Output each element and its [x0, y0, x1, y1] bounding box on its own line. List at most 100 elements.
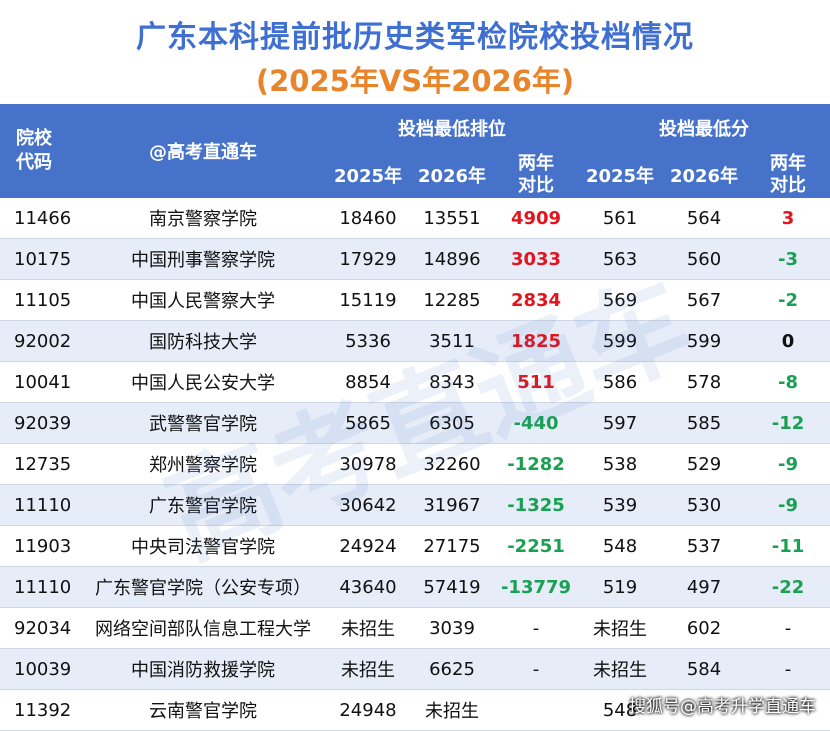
code-cell: 11110: [0, 484, 80, 526]
table-row: 92002 国防科技大学 5336 3511 1825 599 599 0: [0, 320, 830, 362]
table-row: 12735 郑州警察学院 30978 32260 -1282 538 529 -9: [0, 443, 830, 485]
rank-2026-cell: 31967: [410, 484, 494, 526]
score-2026-cell: 585: [662, 402, 746, 444]
table-row: 10039 中国消防救援学院 未招生 6625- 未招生 584-: [0, 648, 830, 690]
code-cell: 92034: [0, 607, 80, 649]
rank-diff-cell: [494, 689, 578, 731]
score-2026-cell: 578: [662, 361, 746, 403]
score-2025-cell: 未招生: [578, 607, 662, 649]
name-cell: 广东警官学院（公安专项）: [80, 566, 326, 608]
score-2025-cell: 597: [578, 402, 662, 444]
score-diff-cell: -2: [746, 279, 830, 321]
code-cell: 11466: [0, 198, 80, 239]
score-diff-cell: -: [746, 607, 830, 649]
rank-2025-cell: 5865: [326, 402, 410, 444]
rank-2026-cell: 8343: [410, 361, 494, 403]
footer-watermark: 搜狐号@高考升学直通车: [629, 697, 816, 717]
rank-2026-cell: 32260: [410, 443, 494, 485]
header-rank-2026: 2026年: [410, 152, 494, 198]
name-cell: 南京警察学院: [80, 198, 326, 239]
name-cell: 中国消防救援学院: [80, 648, 326, 690]
score-2025-cell: 519: [578, 566, 662, 608]
score-2025-cell: 未招生: [578, 648, 662, 690]
score-2026-cell: 560: [662, 238, 746, 280]
rank-diff-cell: 1825: [494, 320, 578, 362]
code-cell: 92002: [0, 320, 80, 362]
table-row: 11110 广东警官学院（公安专项） 43640 57419 -13779 519 497-…: [0, 566, 830, 608]
rank-2025-cell: 24924: [326, 525, 410, 567]
rank-2026-cell: 57419: [410, 566, 494, 608]
score-2025-cell: 539: [578, 484, 662, 526]
table-row: 11110 广东警官学院 30642 31967 -1325 539 530 -9: [0, 484, 830, 526]
header-rank-group: 投档最低排位: [326, 104, 578, 152]
code-cell: 11903: [0, 525, 80, 567]
rank-diff-cell: 4909: [494, 198, 578, 239]
score-diff-cell: -: [746, 648, 830, 690]
score-diff-cell: -8: [746, 361, 830, 403]
rank-2025-cell: 8854: [326, 361, 410, 403]
header-score-2025: 2025年: [578, 152, 662, 198]
header-code: 院校 代码: [0, 104, 80, 198]
header-name: @高考直通车: [80, 104, 326, 198]
table-row: 11105 中国人民警察大学 15119 12285 2834 569 567 -2: [0, 279, 830, 321]
rank-diff-cell: -2251: [494, 525, 578, 567]
rank-diff-cell: 3033: [494, 238, 578, 280]
rank-2026-cell: 13551: [410, 198, 494, 239]
table-row: 10041 中国人民公安大学 8854 8343 511 586 578 -8: [0, 361, 830, 403]
rank-diff-cell: -440: [494, 402, 578, 444]
score-2026-cell: 599: [662, 320, 746, 362]
rank-2026-cell: 14896: [410, 238, 494, 280]
name-cell: 郑州警察学院: [80, 443, 326, 485]
score-diff-cell: 3: [746, 198, 830, 239]
name-cell: 网络空间部队信息工程大学: [80, 607, 326, 649]
score-diff-cell: -9: [746, 484, 830, 526]
header-rank-2025: 2025年: [326, 152, 410, 198]
header-rank-compare: 两年 对比: [494, 152, 578, 198]
rank-2025-cell: 未招生: [326, 607, 410, 649]
rank-2026-cell: 3039: [410, 607, 494, 649]
code-cell: 10041: [0, 361, 80, 403]
header-score-compare: 两年 对比: [746, 152, 830, 198]
name-cell: 中央司法警官学院: [80, 525, 326, 567]
score-2025-cell: 599: [578, 320, 662, 362]
score-2025-cell: 563: [578, 238, 662, 280]
name-cell: 武警警官学院: [80, 402, 326, 444]
table-body: 11466 南京警察学院 18460 13551 4909 561 564 3 10175 中国刑…: [0, 198, 830, 731]
rank-2026-cell: 3511: [410, 320, 494, 362]
code-cell: 92039: [0, 402, 80, 444]
rank-2026-cell: 6305: [410, 402, 494, 444]
page-subtitle: (2025年VS年2026年): [255, 64, 575, 98]
header-score-2026: 2026年: [662, 152, 746, 198]
score-diff-cell: -3: [746, 238, 830, 280]
table-row: 10175 中国刑事警察学院 17929 14896 3033 563 560 -3: [0, 238, 830, 280]
rank-diff-cell: -1325: [494, 484, 578, 526]
name-cell: 国防科技大学: [80, 320, 326, 362]
score-2026-cell: 584: [662, 648, 746, 690]
admission-table: 院校 代码 @高考直通车 投档最低排位 投档最低分 2025年 2026年 两年…: [0, 104, 830, 731]
rank-2025-cell: 15119: [326, 279, 410, 321]
table-row: 92034 网络空间部队信息工程大学 未招生 3039- 未招生 602-: [0, 607, 830, 649]
score-2026-cell: 529: [662, 443, 746, 485]
code-cell: 11105: [0, 279, 80, 321]
score-2025-cell: 548: [578, 525, 662, 567]
rank-diff-cell: -: [494, 607, 578, 649]
rank-diff-cell: 511: [494, 361, 578, 403]
rank-2025-cell: 24948: [326, 689, 410, 731]
score-diff-cell: 0: [746, 320, 830, 362]
score-2026-cell: 567: [662, 279, 746, 321]
score-2025-cell: 538: [578, 443, 662, 485]
rank-diff-cell: -13779: [494, 566, 578, 608]
rank-diff-cell: 2834: [494, 279, 578, 321]
rank-2026-cell: 未招生: [410, 689, 494, 731]
score-2026-cell: 497: [662, 566, 746, 608]
code-cell: 10039: [0, 648, 80, 690]
rank-2025-cell: 43640: [326, 566, 410, 608]
name-cell: 中国人民警察大学: [80, 279, 326, 321]
score-2026-cell: 537: [662, 525, 746, 567]
name-cell: 中国刑事警察学院: [80, 238, 326, 280]
code-cell: 12735: [0, 443, 80, 485]
code-cell: 10175: [0, 238, 80, 280]
rank-2025-cell: 未招生: [326, 648, 410, 690]
score-2025-cell: 569: [578, 279, 662, 321]
name-cell: 中国人民公安大学: [80, 361, 326, 403]
